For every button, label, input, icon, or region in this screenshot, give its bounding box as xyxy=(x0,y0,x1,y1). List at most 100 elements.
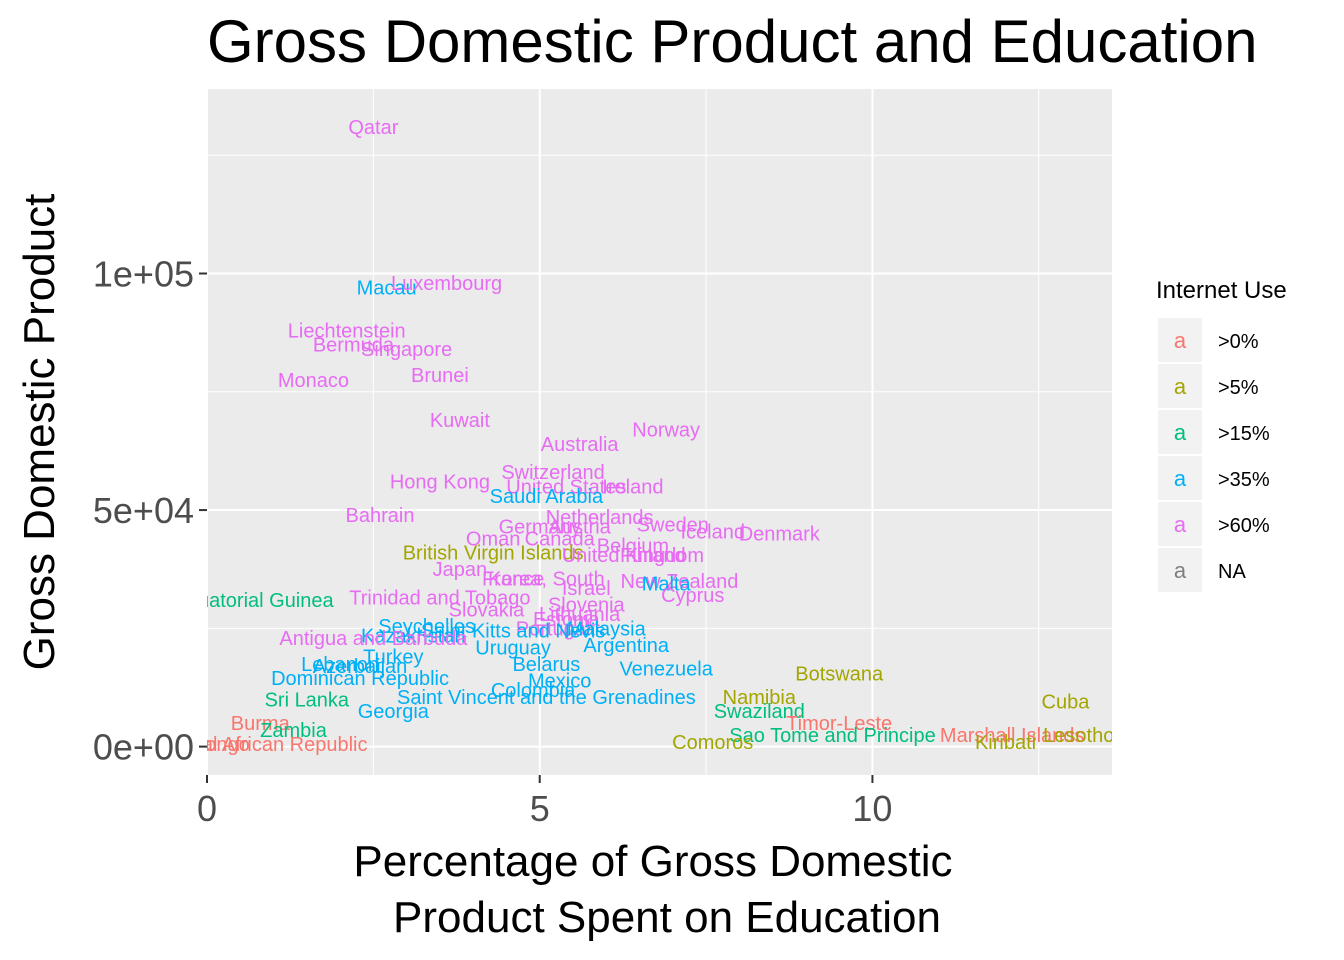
x-tick-label: 0 xyxy=(197,788,217,829)
point-label: Georgia xyxy=(358,701,430,723)
point-label: Seychelles xyxy=(378,616,475,638)
legend-entry-label: >0% xyxy=(1218,331,1259,353)
point-label: Qatar xyxy=(348,117,398,139)
point-label: Monaco xyxy=(278,370,349,392)
minor-gridlines xyxy=(207,89,1112,775)
point-label: Dominican Republic xyxy=(271,668,449,690)
y-tick-label: 1e+05 xyxy=(93,254,194,295)
legend-title: Internet Use xyxy=(1156,277,1287,304)
point-label: Namibia xyxy=(723,687,797,709)
point-label: Finland xyxy=(620,545,686,567)
point-label: Korea, South xyxy=(488,569,605,591)
legend-key-glyph: a xyxy=(1174,420,1187,445)
point-label: Marshall Islands xyxy=(940,725,1085,747)
point-label: Bermuda xyxy=(313,334,395,356)
point-label: Cuba xyxy=(1042,692,1091,714)
legend-entry-label: >60% xyxy=(1218,515,1270,537)
point-label: Portugal xyxy=(516,618,591,640)
point-label: Switzerland xyxy=(501,462,604,484)
x-tick-label: 5 xyxy=(530,788,550,829)
legend-key-box xyxy=(1158,456,1202,500)
point-label: Singapore xyxy=(361,339,452,361)
legend-key-glyph: a xyxy=(1174,558,1187,583)
point-label: Timor-Leste xyxy=(786,713,892,735)
y-tick-label: 0e+00 xyxy=(93,727,194,768)
point-label: Zambia xyxy=(260,720,328,742)
legend-key-glyph: a xyxy=(1174,374,1187,399)
point-label: Belarus xyxy=(512,654,580,676)
legend-key-glyph: a xyxy=(1174,512,1187,537)
point-label: Canada xyxy=(525,528,596,550)
point-label: Israel xyxy=(562,578,611,600)
point-label: Sweden xyxy=(637,514,709,536)
point-label: Central African Republic xyxy=(153,734,368,756)
point-label: Liechtenstein xyxy=(288,320,406,342)
point-label: Kiribati xyxy=(975,732,1036,754)
point-label: Brunei xyxy=(411,365,469,387)
point-label: Swaziland xyxy=(714,701,805,723)
x-axis-title-line-1: Percentage of Gross Domestic xyxy=(353,837,952,886)
point-label: Uruguay xyxy=(475,637,551,659)
y-tick-label: 5e+04 xyxy=(93,490,194,531)
point-label: France xyxy=(482,569,544,591)
point-label: Iceland xyxy=(680,521,745,543)
point-label: Azerbaijan xyxy=(313,656,408,678)
point-label: Austria xyxy=(549,517,612,539)
legend-key-box xyxy=(1158,318,1202,362)
point-label: Antigua and Barbuda xyxy=(279,628,468,650)
point-label: Venezuela xyxy=(619,659,713,681)
point-label: Denmark xyxy=(739,524,821,546)
legend-entry-label: >35% xyxy=(1218,469,1270,491)
point-label: Macau xyxy=(357,278,417,300)
point-label: Saint Kitts and Nevis xyxy=(421,621,606,643)
x-axis-title-line-2: Product Spent on Education xyxy=(393,893,941,942)
chart-title: Gross Domestic Product and Education xyxy=(207,8,1258,75)
point-label: Kazakhstan xyxy=(361,625,466,647)
point-label: British Virgin Islands xyxy=(403,543,584,565)
point-label: Germany xyxy=(499,517,581,539)
point-label: Sri Lanka xyxy=(265,689,350,711)
major-gridlines xyxy=(206,89,1112,775)
axis-ticks: 0 5 10 0e+00 5e+04 1e+05 xyxy=(93,254,893,829)
point-label: Malta xyxy=(642,573,692,595)
point-label: United States xyxy=(506,476,626,498)
point-label: Colombia xyxy=(491,680,576,702)
point-label: United Kingdom xyxy=(562,545,704,567)
point-label: Saint Vincent and the Grenadines xyxy=(397,687,696,709)
point-label: Equatorial Guinea xyxy=(174,590,335,612)
point-label: Kuwait xyxy=(430,410,490,432)
point-label: Botswana xyxy=(795,663,884,685)
legend-entries: a >0% a >5% a >15% a >35% a >60% a NA xyxy=(1158,318,1270,592)
point-label: Turkey xyxy=(363,647,423,669)
point-label: Trinidad and Tobago xyxy=(349,588,530,610)
legend-key-glyph: a xyxy=(1174,466,1187,491)
point-label: Australia xyxy=(541,434,620,456)
point-label: New Zealand xyxy=(621,571,739,593)
point-label: Lebanon xyxy=(301,654,379,676)
plot-panel-background xyxy=(207,89,1112,775)
point-label: Bahrain xyxy=(346,505,415,527)
point-label: Cyprus xyxy=(661,585,724,607)
point-label: Luxembourg xyxy=(391,273,502,295)
point-label: Mexico xyxy=(528,670,591,692)
legend: Internet Use a >0% a >5% a >15% a >35% a >60% a NA xyxy=(1156,277,1287,592)
legend-key-box xyxy=(1158,548,1202,592)
point-label: Sao Tome and Principe xyxy=(729,725,935,747)
point-label: Lithuania xyxy=(539,604,621,626)
point-label: Congo xyxy=(191,734,250,756)
legend-key-box xyxy=(1158,364,1202,408)
y-axis-title: Gross Domestic Product xyxy=(15,194,64,671)
point-label: Japan xyxy=(433,559,488,581)
point-label: Burma xyxy=(231,713,291,735)
point-label: Malaysia xyxy=(567,618,647,640)
legend-entry-label: >15% xyxy=(1218,423,1270,445)
point-label: Slovakia xyxy=(449,599,525,621)
x-tick-label: 10 xyxy=(852,788,892,829)
legend-entry-label: >5% xyxy=(1218,377,1259,399)
point-label: Lesotho xyxy=(1043,725,1114,747)
legend-key-glyph: a xyxy=(1174,328,1187,353)
legend-entry-label: NA xyxy=(1218,561,1246,583)
point-label: Belgium xyxy=(597,536,669,558)
